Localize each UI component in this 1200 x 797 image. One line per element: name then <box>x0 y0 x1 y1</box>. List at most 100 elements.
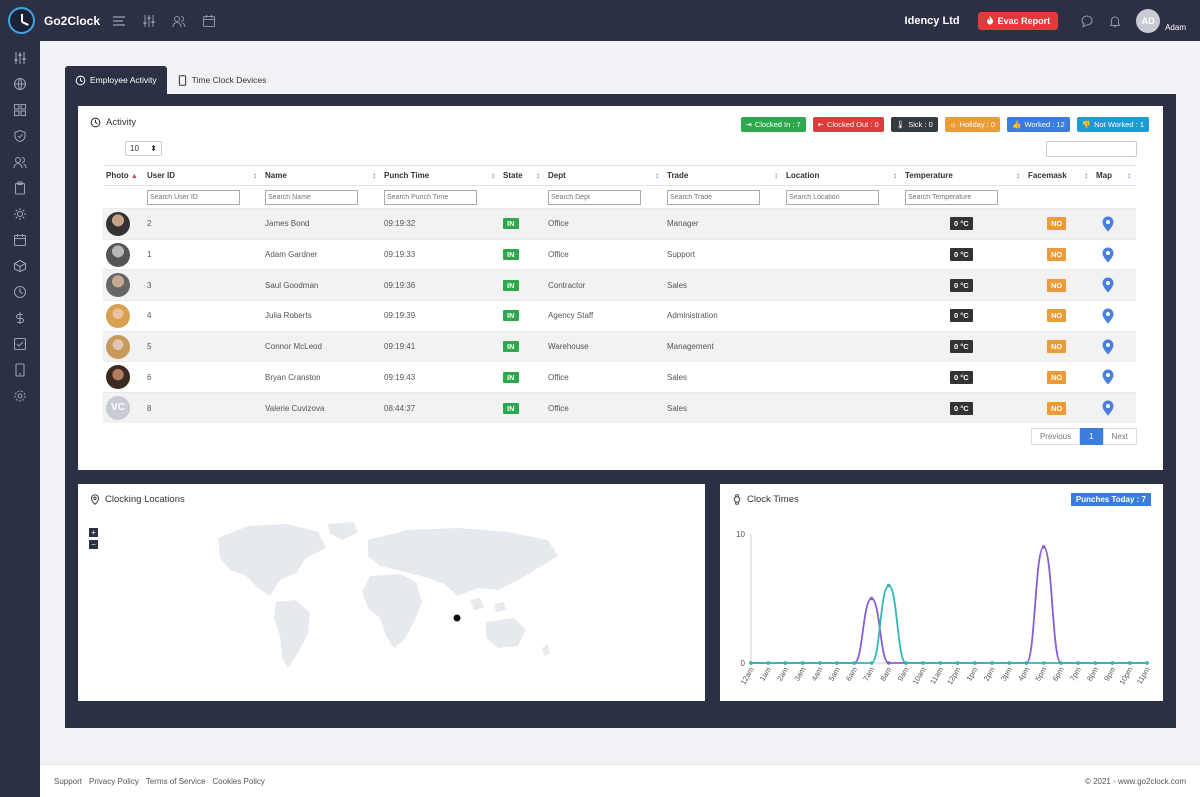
table-row[interactable]: 5 Connor McLeod 09:19:41 IN Warehouse Ma… <box>103 330 1136 362</box>
previous-button[interactable]: Previous <box>1030 428 1081 445</box>
world-map[interactable] <box>208 518 568 693</box>
series-point-1[interactable] <box>1110 661 1115 665</box>
col-temperature[interactable]: Temperature ↕ <box>902 165 1025 186</box>
clock-icon[interactable] <box>13 285 27 299</box>
not-worked-badge[interactable]: 👎 Not Worked : 1 <box>1076 117 1149 132</box>
series-point-0[interactable] <box>1041 545 1046 549</box>
tab-employee-activity[interactable]: Employee Activity <box>65 66 167 94</box>
table-row[interactable]: 3 Saul Goodman 09:19:36 IN Contractor Sa… <box>103 269 1136 301</box>
table-search-input[interactable] <box>1046 141 1137 157</box>
table-row[interactable]: 6 Bryan Cranston 09:19:43 IN Office Sale… <box>103 361 1136 393</box>
series-point-1[interactable] <box>1127 661 1132 665</box>
shield-icon[interactable] <box>13 129 27 143</box>
series-point-1[interactable] <box>749 661 753 665</box>
col-facemask[interactable]: Facemask ↕ <box>1025 165 1093 186</box>
series-point-0[interactable] <box>869 596 874 601</box>
col-map[interactable]: Map ↕ <box>1093 165 1136 186</box>
series-point-1[interactable] <box>852 661 857 665</box>
col-photo[interactable]: Photo ▲ <box>103 165 144 186</box>
clocked-out-badge[interactable]: ⇤ Clocked Out : 0 <box>812 117 884 132</box>
filter-trade[interactable] <box>667 189 760 205</box>
col-punch-time[interactable]: Punch Time ↕ <box>381 165 500 186</box>
chat-icon[interactable] <box>1080 14 1094 28</box>
terms-of-service-link[interactable]: Terms of Service <box>145 776 206 786</box>
filter-name[interactable] <box>265 189 358 205</box>
series-point-1[interactable] <box>835 661 839 665</box>
col-location[interactable]: Location ↕ <box>783 165 902 186</box>
grid-icon[interactable] <box>13 103 27 117</box>
col-state[interactable]: State ↕ <box>500 165 545 186</box>
filter-temperature[interactable] <box>905 189 998 205</box>
privacy-policy-link[interactable]: Privacy Policy <box>89 776 139 786</box>
zoom-out-button[interactable]: − <box>89 540 98 549</box>
series-point-1[interactable] <box>904 661 908 665</box>
series-point-1[interactable] <box>1093 661 1098 665</box>
sliders-icon[interactable] <box>13 51 27 65</box>
series-point-1[interactable] <box>800 661 805 665</box>
box-icon[interactable] <box>13 259 27 273</box>
calendar-icon[interactable] <box>202 14 216 28</box>
logo[interactable]: Go2Clock <box>0 7 108 34</box>
user-name[interactable]: Adam <box>1165 22 1186 32</box>
cookies-policy-link[interactable]: Cookies Policy <box>212 776 265 786</box>
calendar-icon[interactable] <box>13 233 27 247</box>
series-point-1[interactable] <box>1059 661 1063 665</box>
series-point-1[interactable] <box>869 661 874 665</box>
map-pin-icon[interactable] <box>1102 277 1114 293</box>
table-row[interactable]: 1 Adam Gardner 09:19:33 IN Office Suppor… <box>103 238 1136 270</box>
col-name[interactable]: Name ↕ <box>262 165 381 186</box>
holiday-badge[interactable]: ☼ Holiday : 0 <box>944 117 1001 132</box>
support-link[interactable]: Support <box>54 776 83 786</box>
page-1-button[interactable]: 1 <box>1080 428 1103 445</box>
location-marker[interactable] <box>453 614 461 622</box>
series-point-1[interactable] <box>886 583 891 588</box>
users-icon[interactable] <box>172 14 186 28</box>
tab-time-clock-devices[interactable]: Time Clock Devices <box>167 66 277 94</box>
next-button[interactable]: Next <box>1102 428 1137 445</box>
table-row[interactable]: 4 Julia Roberts 09:19:39 IN Agency Staff… <box>103 300 1136 332</box>
user-avatar[interactable]: AD <box>1136 8 1161 33</box>
worked-badge[interactable]: 👍 Worked : 12 <box>1007 117 1070 132</box>
filter-dept[interactable] <box>548 189 641 205</box>
tablet-icon[interactable] <box>13 363 27 377</box>
filter-punch-time[interactable] <box>384 189 477 205</box>
series-point-1[interactable] <box>766 661 771 665</box>
map-pin-icon[interactable] <box>1102 369 1114 385</box>
series-point-1[interactable] <box>955 661 960 665</box>
series-point-1[interactable] <box>1007 661 1012 665</box>
zoom-in-button[interactable]: + <box>89 528 98 537</box>
map-pin-icon[interactable] <box>1102 216 1114 232</box>
map-pin-icon[interactable] <box>1102 400 1114 416</box>
series-point-1[interactable] <box>1076 661 1080 665</box>
check-square-icon[interactable] <box>13 337 27 351</box>
series-point-1[interactable] <box>921 661 925 665</box>
series-point-1[interactable] <box>783 661 788 665</box>
map-pin-icon[interactable] <box>1102 308 1114 324</box>
series-point-1[interactable] <box>1041 661 1046 665</box>
globe-icon[interactable] <box>13 77 27 91</box>
series-point-1[interactable] <box>818 661 822 665</box>
sun-icon[interactable] <box>13 207 27 221</box>
table-row[interactable]: VC 8 Valerie Cuvizova 08:44:37 IN Office… <box>103 392 1136 424</box>
table-row[interactable]: 2 James Bond 09:19:32 IN Office Manager … <box>103 208 1136 240</box>
col-user-id[interactable]: User ID ↕ <box>144 165 262 186</box>
col-trade[interactable]: Trade ↕ <box>664 165 783 186</box>
series-point-1[interactable] <box>938 661 943 665</box>
clipboard-icon[interactable] <box>13 181 27 195</box>
series-point-1[interactable] <box>973 661 977 665</box>
evac-report-button[interactable]: Evac Report <box>977 11 1059 30</box>
filter-location[interactable] <box>786 189 879 205</box>
sliders-icon[interactable] <box>142 14 156 28</box>
series-point-0[interactable] <box>886 661 891 665</box>
sick-badge[interactable]: 🌡 Sick : 0 <box>890 117 938 132</box>
series-point-1[interactable] <box>1024 661 1029 665</box>
bell-icon[interactable] <box>1108 14 1122 28</box>
filter-user-id[interactable] <box>147 189 240 205</box>
clocked-in-badge[interactable]: ⇥ Clocked In : 7 <box>740 117 806 132</box>
gear-icon[interactable] <box>13 389 27 403</box>
map-pin-icon[interactable] <box>1102 247 1114 263</box>
col-dept[interactable]: Dept ↕ <box>545 165 664 186</box>
page-length-select[interactable]: 10 ⬍ <box>125 141 162 156</box>
series-point-1[interactable] <box>1145 661 1149 665</box>
dollar-icon[interactable] <box>13 311 27 325</box>
